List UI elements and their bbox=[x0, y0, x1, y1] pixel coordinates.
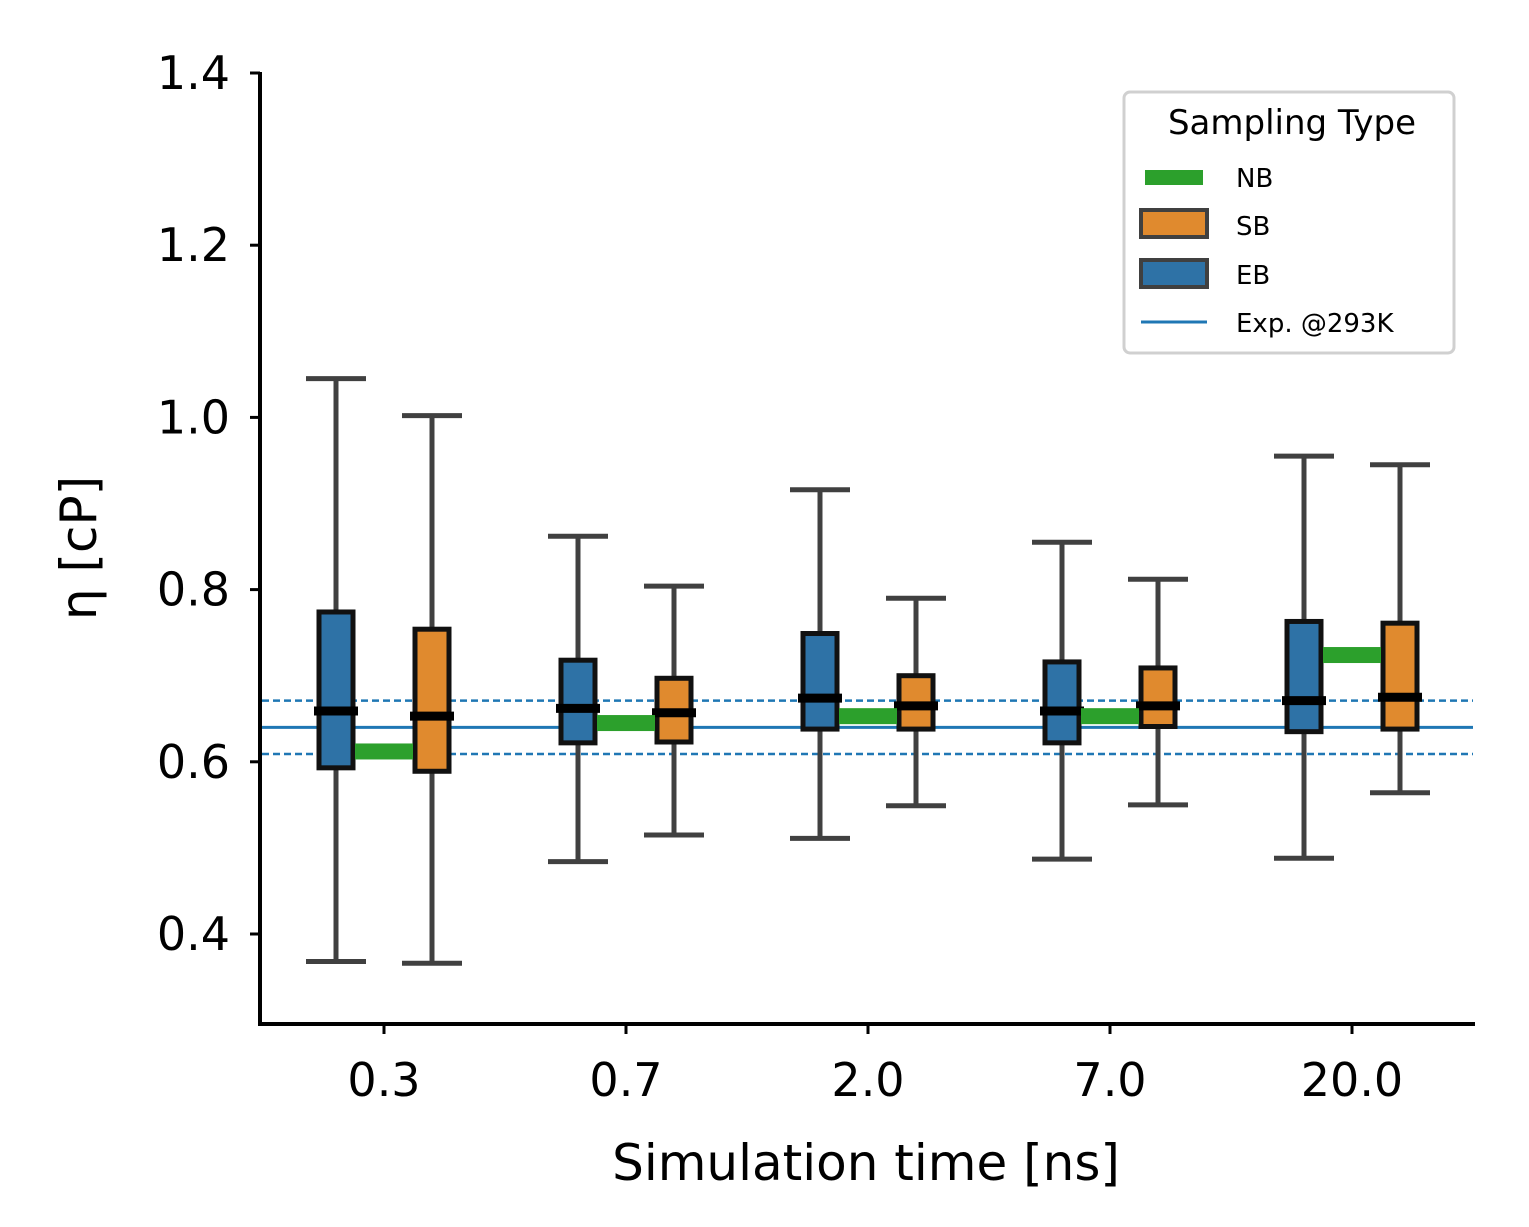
box-sb-7.0 bbox=[1128, 576, 1188, 808]
box-eb-0.3 bbox=[306, 376, 366, 965]
x-axis-label: Simulation time [ns] bbox=[612, 1134, 1120, 1192]
box-body bbox=[1138, 665, 1178, 729]
box-body bbox=[316, 609, 356, 771]
box-eb-2.0 bbox=[790, 487, 850, 841]
box-body bbox=[1042, 659, 1082, 746]
nb-bar-7.0 bbox=[1081, 708, 1139, 725]
box-sb-0.7 bbox=[644, 583, 704, 838]
legend: Sampling Type NB SB EB Exp. @293K bbox=[1122, 90, 1456, 355]
x-tick-label: 20.0 bbox=[1301, 1053, 1403, 1107]
box-sb-20.0 bbox=[1370, 462, 1430, 796]
y-axis-label: η [cP] bbox=[50, 476, 108, 620]
legend-label-exp: Exp. @293K bbox=[1236, 309, 1394, 339]
legend-swatch-eb bbox=[1139, 258, 1209, 289]
box-body bbox=[412, 626, 452, 774]
reference-lines bbox=[262, 699, 1473, 756]
legend-swatch-nb bbox=[1145, 170, 1203, 185]
y-tick-label: 1.4 bbox=[157, 46, 230, 100]
nb-bar-20.0 bbox=[1323, 647, 1381, 664]
y-tick-label: 0.6 bbox=[157, 735, 230, 789]
x-tick-label: 0.7 bbox=[589, 1053, 662, 1107]
legend-title: Sampling Type bbox=[1168, 103, 1416, 143]
nb-bar-2.0 bbox=[839, 708, 897, 725]
x-tick-label: 2.0 bbox=[831, 1053, 904, 1107]
nb-bar-0.7 bbox=[597, 715, 655, 732]
box-groups bbox=[306, 376, 1430, 966]
y-tick-label: 0.4 bbox=[157, 907, 230, 961]
x-tick-label: 0.3 bbox=[347, 1053, 420, 1107]
box-sb-0.3 bbox=[402, 413, 462, 966]
x-tick-label: 7.0 bbox=[1073, 1053, 1146, 1107]
box-eb-0.7 bbox=[548, 533, 608, 865]
nb-bar-0.3 bbox=[355, 743, 413, 760]
box-sb-2.0 bbox=[886, 595, 946, 809]
box-eb-7.0 bbox=[1032, 539, 1092, 862]
y-tick-label: 1.0 bbox=[157, 390, 230, 444]
x-ticks: 0.3 0.7 2.0 7.0 20.0 bbox=[347, 1024, 1403, 1107]
box-body bbox=[558, 657, 598, 746]
box-body bbox=[1284, 618, 1324, 735]
nb-bars bbox=[355, 647, 1381, 760]
legend-label-sb: SB bbox=[1236, 212, 1270, 242]
legend-label-nb: NB bbox=[1236, 164, 1273, 194]
legend-label-eb: EB bbox=[1236, 261, 1270, 291]
y-tick-label: 0.8 bbox=[157, 563, 230, 617]
box-body bbox=[1380, 620, 1420, 732]
y-tick-label: 1.2 bbox=[157, 218, 230, 272]
y-ticks: 0.4 0.6 0.8 1.0 1.2 1.4 bbox=[157, 46, 260, 961]
box-eb-20.0 bbox=[1274, 453, 1334, 861]
legend-swatch-sb bbox=[1139, 208, 1209, 239]
box-body bbox=[800, 631, 840, 732]
